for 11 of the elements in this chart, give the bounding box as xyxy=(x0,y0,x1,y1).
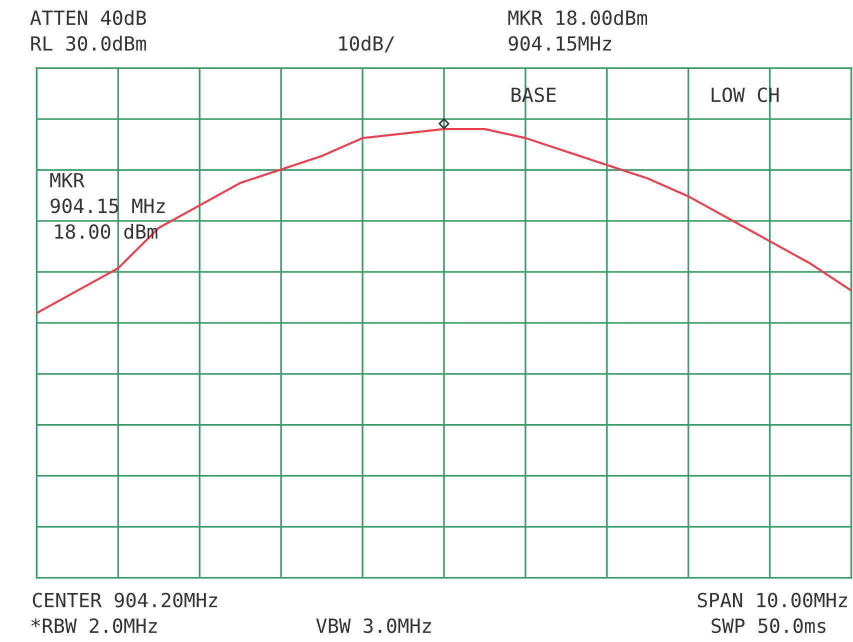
text: SWP 50.0ms xyxy=(712,618,826,634)
text: CENTER 904.20MHz xyxy=(32,592,218,608)
annotation: MKR xyxy=(50,173,85,188)
text: MKR 18.00dBm xyxy=(508,10,648,26)
text: 904.15MHz xyxy=(508,36,612,51)
text: ATTEN 40dB xyxy=(30,10,146,26)
text: SPAN 10.00MHz xyxy=(698,592,847,608)
text: *RBW 2.0MHz xyxy=(31,618,157,634)
text: 10dB/ xyxy=(339,36,394,52)
text: RL 30.0dBm xyxy=(31,36,146,51)
text: VBW 3.0MHz xyxy=(316,618,431,634)
